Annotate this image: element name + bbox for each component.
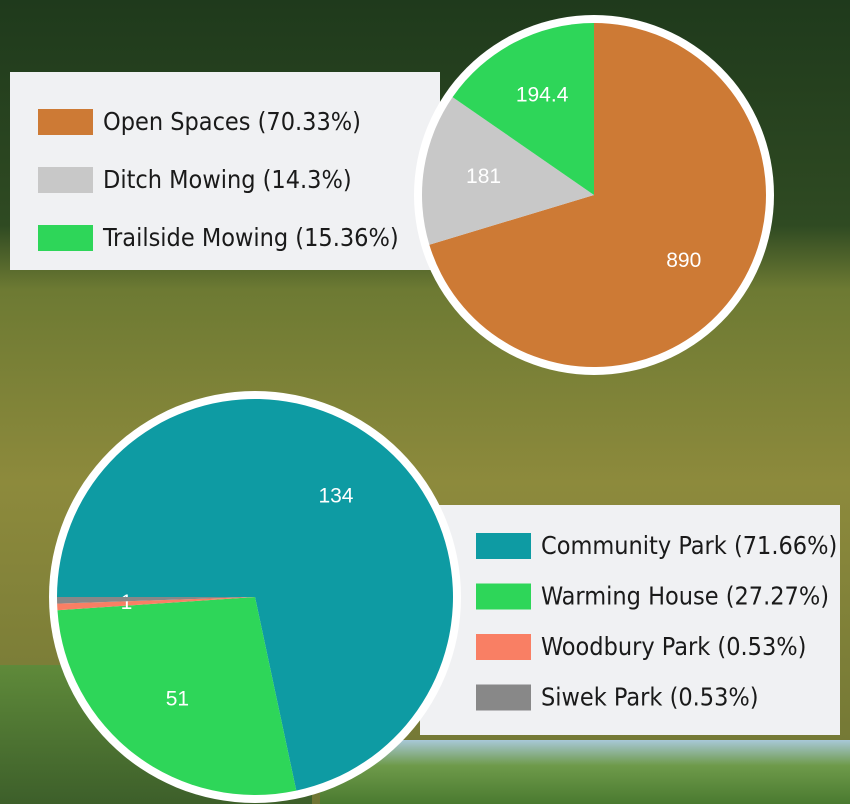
legend-label: Woodbury Park (0.53%) <box>541 632 806 661</box>
data-label: 181 <box>466 165 501 188</box>
legend-swatch <box>38 109 93 135</box>
pie-slice <box>57 597 297 795</box>
legend-label: Community Park (71.66%) <box>541 531 837 560</box>
legend-swatch <box>38 167 93 193</box>
legend-label: Open Spaces (70.33%) <box>103 107 361 136</box>
background-photo <box>320 740 850 804</box>
legend-swatch <box>476 634 531 660</box>
data-label: 890 <box>666 249 701 272</box>
data-label: 1 <box>121 591 133 614</box>
pie-slice <box>57 597 255 611</box>
pie-slice <box>57 597 255 604</box>
legend-label: Siwek Park (0.53%) <box>541 683 759 712</box>
pie-slice <box>57 399 453 791</box>
data-label: 194.4 <box>516 84 569 107</box>
pie-slice <box>429 23 766 368</box>
legend-swatch <box>476 583 531 610</box>
data-label: 134 <box>318 485 353 508</box>
legend-label: Ditch Mowing (14.3%) <box>103 165 352 194</box>
legend-swatch <box>476 684 531 711</box>
legend-label: Warming House (27.27%) <box>541 582 829 611</box>
pie-slice <box>422 97 594 245</box>
pie-slice <box>452 23 594 195</box>
data-label: 51 <box>166 687 189 710</box>
legend-label: Trailside Mowing (15.36%) <box>102 223 399 252</box>
legend-swatch <box>476 533 531 559</box>
legend-swatch <box>38 225 93 251</box>
